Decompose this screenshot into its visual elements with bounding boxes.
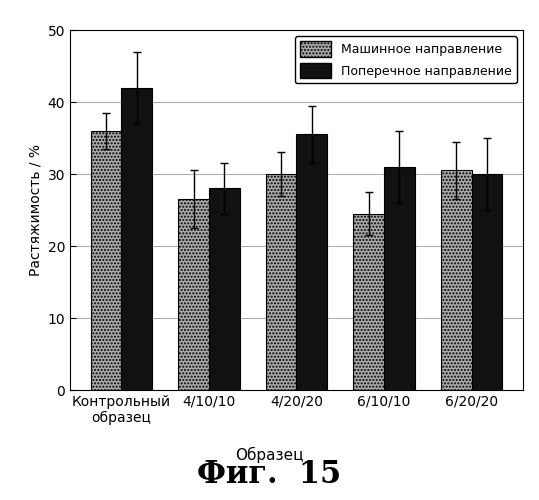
Bar [266, 174, 296, 390]
Bar [472, 174, 502, 390]
Legend: Машинное направление, Поперечное направление: Машинное направление, Поперечное направл… [295, 36, 516, 83]
Bar [296, 134, 327, 390]
Y-axis label: Растяжимость / %: Растяжимость / % [28, 144, 42, 276]
Text: Образец: Образец [235, 447, 304, 463]
Bar [441, 170, 472, 390]
Bar [178, 199, 209, 390]
Bar [354, 214, 384, 390]
Bar [209, 188, 239, 390]
Text: Фиг.  15: Фиг. 15 [197, 459, 342, 490]
Bar [121, 88, 152, 390]
Bar [384, 167, 414, 390]
Bar [91, 131, 121, 390]
